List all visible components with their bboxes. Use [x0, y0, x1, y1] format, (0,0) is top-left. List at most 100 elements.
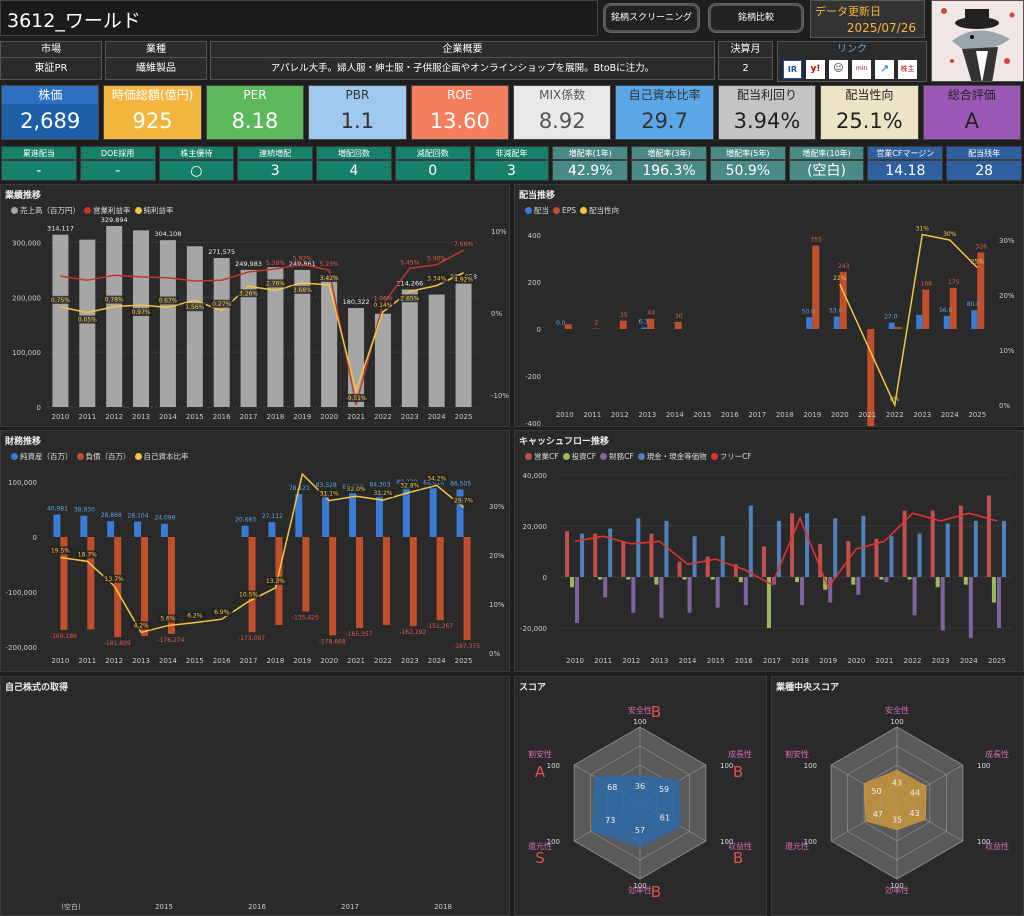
yahoo-link-icon[interactable]: y! [806, 60, 825, 79]
equity-ratio-label: 6.9% [214, 609, 230, 616]
metric-label: PER [243, 88, 267, 102]
op-margin-label: 1.06% [373, 295, 392, 302]
dividend-label: 6.3 [638, 319, 648, 326]
invcf-bar [710, 577, 715, 580]
yutai-link-icon[interactable]: 株主 [898, 60, 917, 79]
equity-ratio-label-bg [398, 481, 421, 490]
stat-value: 3 [473, 160, 550, 181]
assets-label: 88,618 [423, 479, 444, 486]
eps-bar [922, 289, 930, 329]
cash-bar [945, 523, 950, 577]
y-tick-label: 40,000 [523, 472, 548, 480]
net-margin-label-bg [371, 300, 394, 309]
x-tick-label: 2012 [622, 657, 640, 665]
legend-sales: 売上高（百万円） [20, 206, 80, 215]
debt-bar [356, 537, 364, 628]
dividend-panel: 配当推移 配当 EPS 配当性向 400 200 0 -200 -400 30% 20% 10% 0… [514, 184, 1024, 427]
x-tick-label: 2010 [52, 657, 70, 665]
net-margin-label-bg [76, 315, 99, 324]
radar-max-label: 100 [633, 718, 646, 726]
opcf-bar [733, 564, 738, 577]
assets-bar [268, 522, 276, 537]
radar-value-label: 47 [873, 810, 883, 819]
net-margin-label: 3.68% [293, 287, 312, 294]
metric-card-1: 時価総額(億円) 925 [103, 85, 202, 140]
buyback-panel: 自己株式の取得 (空白) 2015 2016 2017 2018 [0, 676, 510, 916]
payout-label: 0% [890, 396, 900, 403]
debt-bar [87, 537, 95, 630]
radar-axis-label: 還元性 [528, 841, 552, 851]
radar-max-label: 100 [804, 762, 817, 770]
stat-label: 減配回数 [394, 146, 471, 160]
x-tick-label: 2023 [401, 413, 419, 421]
y-tick-label: 100,000 [12, 349, 41, 357]
sales-label: 329,894 [101, 216, 128, 224]
radar-value-label: 35 [892, 815, 902, 824]
assets-label: 84,303 [369, 482, 390, 489]
net-margin-label: 4.92% [454, 277, 473, 284]
minkabu-link-icon[interactable]: min [852, 60, 871, 79]
cashflow-legend: 営業CF 投資CF 財務CF 現金・現金等価物 フリーCF [521, 451, 752, 462]
legend-debt: 負債（百万） [85, 452, 131, 461]
x-tick-label: 2021 [858, 411, 876, 419]
radar-grade-label: S [535, 849, 545, 867]
chart-link-icon[interactable]: ↗ [875, 60, 894, 79]
net-margin-label: 0.67% [158, 298, 177, 305]
sales-bar [374, 313, 391, 407]
stat-value: 196.3% [631, 160, 707, 181]
x-tick-label: 2025 [455, 657, 473, 665]
net-margin-label-bg [183, 303, 206, 312]
net-margin-line [60, 271, 464, 394]
stat-label: 増配率(1年) [552, 146, 629, 160]
dividend-chart: 400 200 0 -200 -400 30% 20% 10% 0% 0.0 2010 2 2011 35… [525, 226, 1015, 426]
metric-label: ROE [447, 88, 473, 102]
metric-value: 8.18 [231, 109, 279, 133]
stat-card-12: 配当残年 28 [946, 146, 1022, 182]
stat-card-2: 株主優待 ○ [158, 146, 235, 182]
debt-bar [329, 537, 337, 636]
invcf-bar [823, 577, 828, 590]
x-tick-label: 2010 [566, 657, 584, 665]
invcf-bar [738, 577, 743, 583]
metric-value: 8.92 [538, 109, 586, 133]
x-tick-label: 2013 [132, 657, 150, 665]
stat-card-8: 増配率(3年) 196.3% [631, 146, 707, 182]
metric-label: 配当性向 [845, 88, 894, 102]
fincf-bar [856, 577, 861, 595]
metric-label: 総合評価 [947, 88, 996, 102]
equity-ratio-label-bg [371, 489, 394, 498]
cash-bar [833, 518, 838, 577]
invcf-bar [879, 577, 884, 580]
net-margin-label: 3.34% [427, 276, 446, 283]
opcf-bar [818, 543, 823, 577]
screening-button[interactable]: 銘柄スクリーニング [603, 3, 700, 33]
equity-ratio-line [60, 472, 465, 634]
cash-bar [664, 520, 669, 577]
y-tick-label: 0 [543, 574, 547, 582]
fincf-bar [940, 577, 945, 631]
industry-score-radar-chart: 434443354750安全性100成長性100収益性100効率性100還元性1… [785, 705, 1009, 895]
net-margin-label: 3.42% [320, 275, 339, 282]
financial-chart: 100,000 0 -100,000 -200,000 30% 20% 10% 0% 40,98… [6, 472, 505, 665]
ir-link-icon[interactable]: IR [783, 60, 802, 79]
net-margin-label-bg [210, 299, 233, 308]
eps-bar [619, 320, 627, 329]
cash-bar [917, 533, 922, 577]
kabutan-link-icon[interactable]: ☺ [829, 60, 848, 79]
eps-bar [949, 287, 957, 329]
dividend-legend: 配当 EPS 配当性向 [521, 205, 619, 216]
update-box: データ更新日 2025/07/26 [810, 0, 925, 38]
equity-ratio-label: 6.2% [187, 613, 203, 620]
compare-button[interactable]: 銘柄比較 [708, 3, 804, 33]
title-bar: 3612_ワールド [0, 0, 598, 36]
debt-bar [114, 537, 122, 638]
fincf-bar [884, 577, 889, 583]
legend-payout: 配当性向 [589, 206, 620, 215]
y2-tick-label: 20% [489, 552, 505, 560]
assets-bar [134, 521, 142, 537]
invcf-bar [598, 577, 603, 580]
dividend-label: 53.0 [829, 308, 843, 315]
market-cell: 市場 東証PR [0, 41, 102, 80]
net-margin-label-bg [425, 274, 448, 283]
equity-ratio-label-bg [130, 621, 153, 630]
